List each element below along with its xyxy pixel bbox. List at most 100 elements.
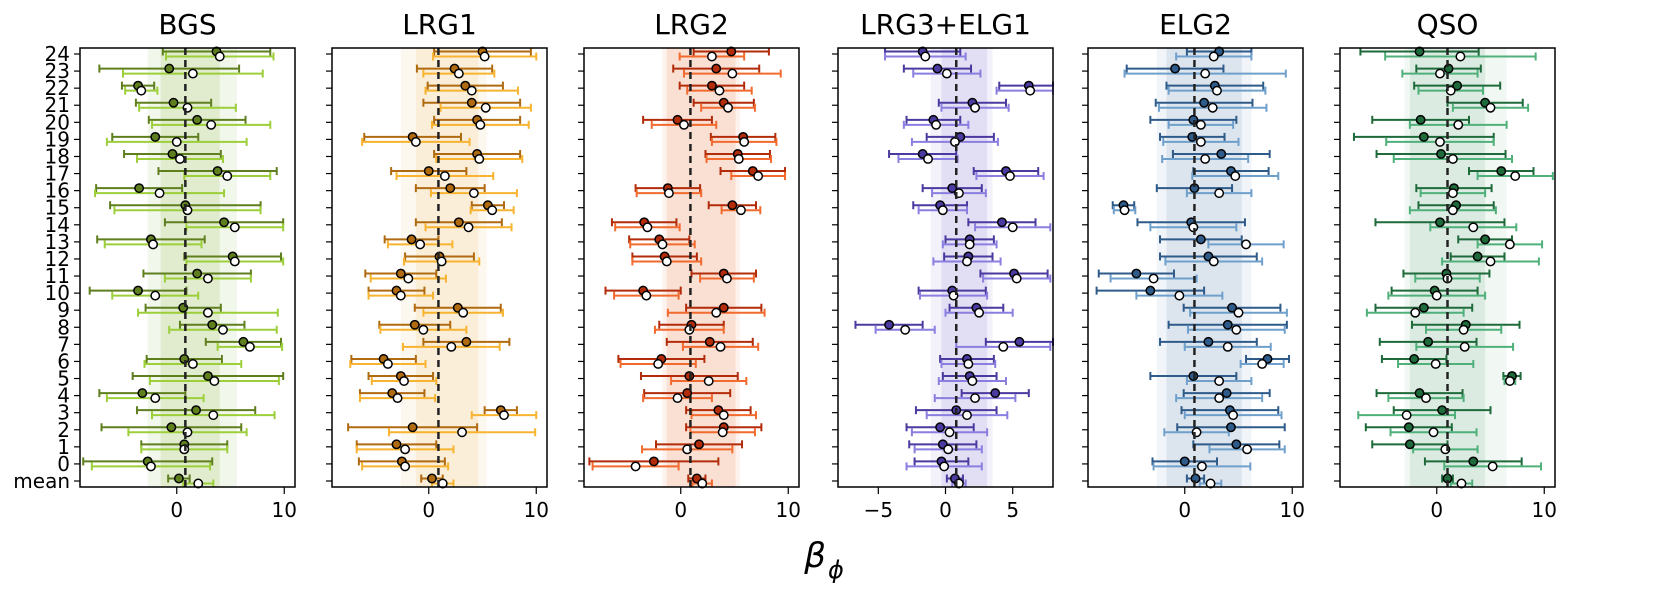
point-B-14 (1468, 222, 1479, 233)
point-B-8 (218, 324, 228, 335)
point-A-17 (1496, 166, 1507, 177)
row-label-2: 2 (57, 418, 70, 442)
point-B-18 (733, 154, 744, 164)
point-B-2 (1428, 427, 1439, 438)
band-1 (400, 48, 487, 487)
point-B-5 (1504, 376, 1515, 386)
point-B-20 (1195, 119, 1206, 130)
point-B-5 (967, 376, 978, 386)
point-A-8 (207, 319, 218, 330)
point-B-19 (1195, 136, 1206, 147)
panel-title: LRG2 (654, 8, 729, 41)
point-B-18 (175, 154, 185, 164)
row-label-7: 7 (57, 332, 70, 356)
row-label-9: 9 (57, 298, 70, 322)
panel-title: ELG2 (1159, 8, 1232, 41)
point-B-11 (1148, 273, 1159, 284)
point-B-8 (418, 324, 429, 335)
point-B-13 (964, 239, 975, 250)
point-B-23 (1435, 68, 1445, 79)
point-B-0 (630, 461, 641, 472)
band-1 (1404, 48, 1507, 487)
point-A-14 (1435, 217, 1445, 228)
row-label-3: 3 (57, 401, 70, 425)
x-tick-label-10: 10 (272, 498, 297, 522)
point-B-12 (229, 256, 240, 267)
point-B-14 (229, 222, 240, 233)
point-A-7 (1014, 336, 1025, 347)
row-label-18: 18 (45, 144, 70, 168)
point-A-1 (1231, 439, 1242, 450)
point-B-11 (1011, 273, 1022, 284)
x-tick-label--5: −5 (864, 498, 893, 522)
point-B-18 (1447, 154, 1458, 164)
point-A-0 (1468, 456, 1479, 467)
panel-title: LRG1 (402, 8, 477, 41)
x-tick-label-10: 10 (524, 498, 549, 522)
point-A-13 (1195, 234, 1206, 245)
point-B-17 (1230, 171, 1241, 182)
point-B-3 (208, 410, 219, 421)
row-label-23: 23 (45, 59, 70, 83)
point-A-23 (711, 63, 722, 74)
point-B-22 (466, 85, 477, 96)
point-A-2 (1403, 422, 1414, 433)
point-B-17 (1510, 171, 1521, 182)
point-B-16 (663, 188, 674, 199)
point-B-24 (479, 51, 490, 62)
point-B-18 (474, 154, 485, 164)
point-A-20 (1415, 114, 1426, 125)
row-label-15: 15 (45, 196, 70, 220)
point-A-23 (1170, 63, 1181, 74)
point-A-0 (1179, 456, 1190, 467)
point-B-15 (1119, 205, 1130, 216)
point-A-16 (134, 183, 145, 194)
point-B-10 (395, 290, 406, 301)
row-label-1: 1 (57, 435, 70, 459)
point-B-6 (1430, 358, 1441, 369)
point-A-1 (694, 439, 704, 450)
panel-lrg3-elg1: −5 0 5 LRG3+ELG1 (832, 8, 1054, 522)
point-A-14 (996, 217, 1007, 228)
panel-frame (583, 47, 800, 488)
point-A-23 (932, 63, 943, 74)
point-B-24 (920, 51, 931, 62)
point-A-7 (238, 336, 249, 347)
point-A-19 (1418, 131, 1429, 142)
point-B-0 (1487, 461, 1498, 472)
point-B-15 (487, 205, 498, 216)
point-A-20 (672, 114, 683, 125)
point-B-1 (400, 444, 411, 455)
point-B-8 (900, 324, 911, 335)
point-A-8 (1222, 319, 1233, 330)
point-B-4 (970, 393, 981, 404)
point-A-20 (192, 114, 203, 125)
point-B-19 (1435, 136, 1445, 147)
point-A-18 (1436, 149, 1447, 159)
point-B-13 (148, 239, 159, 250)
point-A-0 (648, 456, 659, 467)
point-B-5 (703, 376, 714, 386)
band-0 (415, 48, 479, 487)
point-B-17 (439, 171, 450, 182)
point-B-1 (1242, 444, 1253, 455)
point-B-5 (209, 376, 220, 386)
point-A-8 (884, 319, 895, 330)
row-label-11: 11 (45, 264, 70, 288)
point-B-24 (1455, 51, 1466, 62)
point-B-22 (136, 85, 147, 96)
point-B-24 (706, 51, 717, 62)
point-A-2 (1226, 422, 1236, 433)
row-label-13: 13 (45, 230, 70, 254)
row-label-14: 14 (45, 213, 70, 237)
point-A-1 (391, 439, 402, 450)
row-label-10: 10 (45, 281, 70, 305)
row-label-19: 19 (45, 127, 70, 151)
point-B-21 (723, 102, 733, 113)
point-B-24 (1208, 51, 1219, 62)
point-B-10 (150, 290, 161, 301)
point-B-19 (171, 136, 182, 147)
row-labels: mean012345678910111213141516171819202122… (13, 42, 70, 493)
point-B-16 (154, 188, 165, 199)
